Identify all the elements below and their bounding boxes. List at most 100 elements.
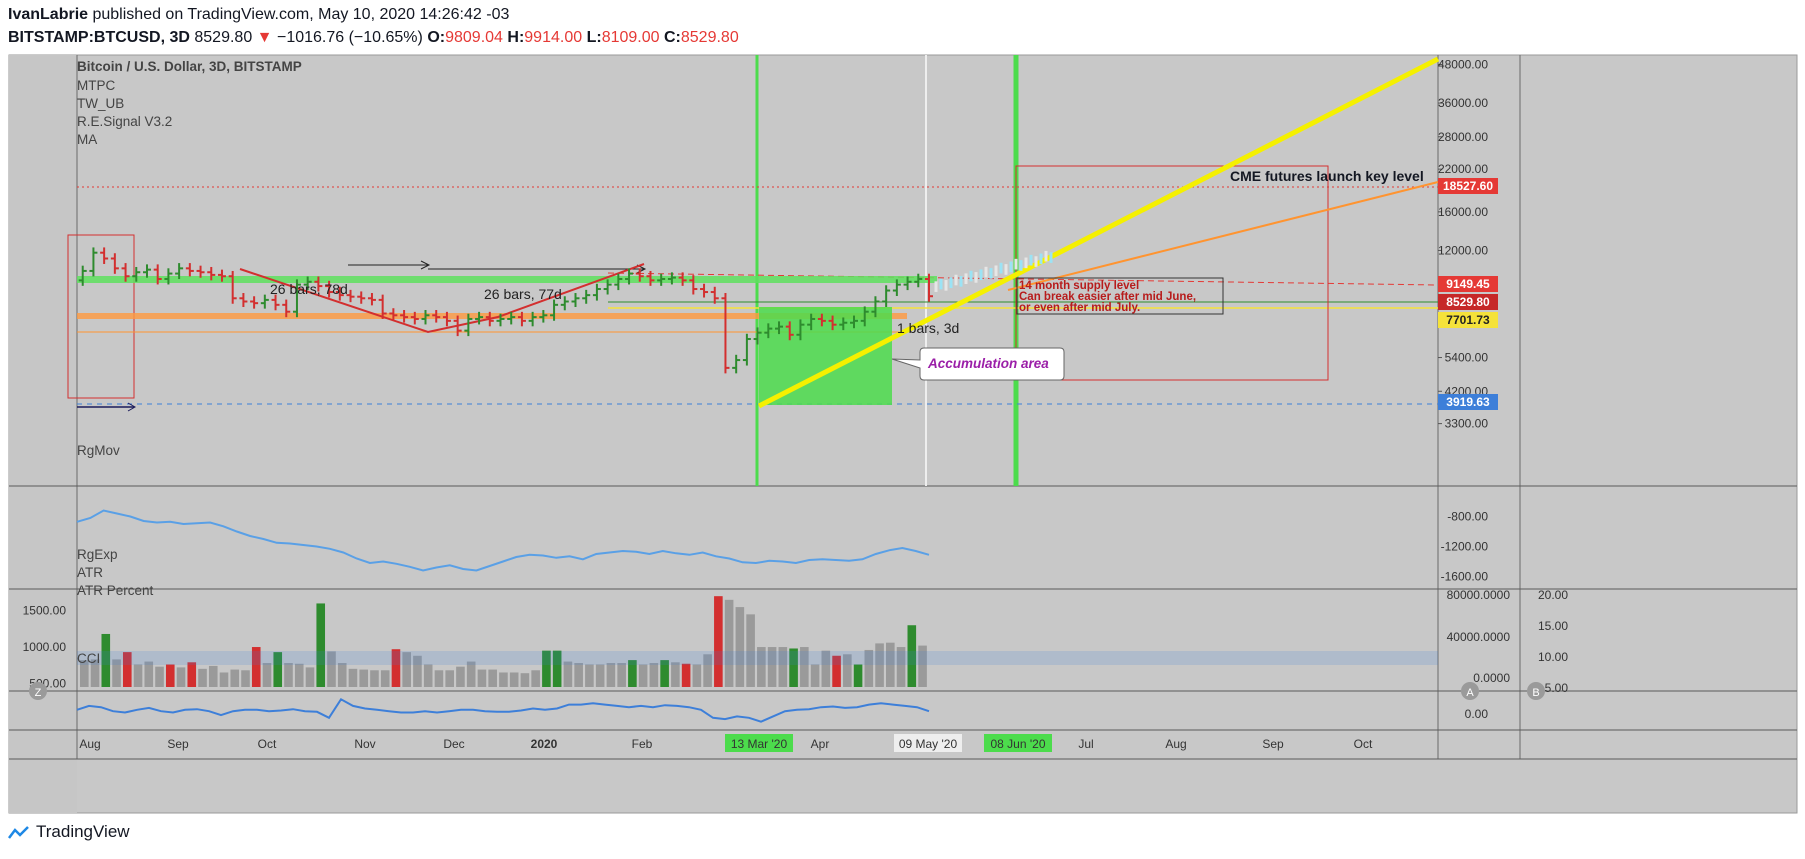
rgexp-bar — [563, 661, 573, 687]
rgexp-bar — [122, 652, 132, 687]
rgmov-axis[interactable]: -800.00 -1200.00 -1600.00 — [1441, 510, 1489, 584]
annotation-accumulation: Accumulation area — [927, 356, 1049, 371]
rgexp-bar — [90, 659, 100, 687]
rgexp-bar — [520, 673, 530, 687]
annotation-supply-2: Can break easier after mid June, — [1019, 291, 1196, 303]
rgexp-bar — [574, 663, 583, 687]
price-tick-label: 5400.00 — [1445, 351, 1489, 365]
time-tick-label: Sep — [167, 737, 189, 751]
annotation-supply-3: or even after mid July. — [1019, 302, 1140, 314]
rgexp-bar — [284, 663, 293, 687]
annotation-supply-1: 14 month supply level — [1019, 280, 1139, 292]
annotation-bars-3: 1 bars, 3d — [897, 320, 959, 336]
rgexp-bar — [208, 665, 218, 687]
price-axis[interactable]: 48000.00 36000.00 28000.00 22000.00 16000.00… — [1438, 57, 1488, 430]
annotation-bars-2: 26 bars, 77d — [484, 286, 562, 302]
rgexp-bar — [101, 633, 111, 687]
footer-brand: TradingView — [36, 822, 130, 841]
legend-title: Bitcoin / U.S. Dollar, 3D, BITSTAMP — [77, 59, 302, 74]
price-tick-label: 22000.00 — [1438, 162, 1488, 176]
price-badge-7701: 7701.73 — [1438, 312, 1498, 328]
rgexp-bar — [219, 672, 229, 687]
low-label: L: — [586, 29, 602, 46]
chart-background — [8, 54, 1798, 814]
rgexp-bar — [767, 647, 777, 687]
rgexp-bar — [380, 670, 390, 687]
rgexp-bar — [198, 668, 207, 687]
rgexp-right-tick-label: 15.00 — [1538, 619, 1568, 633]
price-badge-3919-label: 3919.63 — [1446, 395, 1490, 409]
time-tick-label: Dec — [443, 737, 464, 751]
price-tick-label: 3300.00 — [1445, 417, 1489, 431]
orange-band — [77, 313, 907, 319]
time-axis[interactable]: Aug Sep Oct Nov Dec 2020 Feb 13 Mar '20 Apr 09 Ma… — [79, 734, 1373, 752]
time-tick-label: Aug — [79, 737, 100, 751]
author-name[interactable]: IvanLabrie — [8, 6, 89, 23]
pane-label-atr: ATR — [77, 565, 103, 580]
auto-scale-a-button[interactable]: A — [1461, 682, 1479, 700]
rgexp-bar — [187, 662, 197, 687]
log-scale-b-button[interactable]: B — [1527, 682, 1545, 700]
rgexp-bar — [896, 647, 906, 687]
rgexp-bar — [918, 645, 927, 687]
rgexp-bar — [595, 664, 605, 687]
chart-area[interactable]: Bitcoin / U.S. Dollar, 3D, BITSTAMP MTPC… — [8, 54, 1798, 814]
yellow-trendline — [757, 56, 1440, 409]
time-highlight — [984, 734, 1052, 752]
rgexp-bar — [294, 663, 304, 687]
annotation-bars-1: 26 bars, 78d — [270, 281, 348, 297]
time-tick-label: Sep — [1262, 737, 1284, 751]
rgexp-bar — [327, 651, 336, 687]
price-badge-8529: 8529.80 — [1438, 294, 1498, 310]
price-tick-label: 12000.00 — [1438, 243, 1488, 257]
time-tick-label: 08 Jun '20 — [990, 737, 1045, 751]
pane-label-rgexp: RgExp — [77, 547, 118, 562]
rgexp-bar — [305, 667, 315, 687]
rgexp-histogram — [80, 596, 927, 687]
high-value: 9914.00 — [524, 29, 583, 46]
time-highlight — [894, 734, 962, 752]
time-tick-label: Nov — [354, 737, 375, 751]
rgexp-bar — [724, 599, 734, 687]
rgexp-right-tick-label: 20.00 — [1538, 588, 1568, 602]
green-band — [77, 276, 937, 283]
rgexp-bar — [337, 663, 347, 687]
rgexp-bar — [112, 659, 121, 687]
rgexp-bar — [832, 655, 841, 687]
rgexp-bar — [155, 666, 164, 687]
measured-move-path — [239, 263, 645, 334]
rgexp-bar — [692, 664, 702, 687]
rgmov-line — [76, 509, 930, 572]
change-arrow-icon: ▼ — [256, 29, 273, 46]
price-tick-label: 16000.00 — [1438, 205, 1488, 219]
rgexp-bar — [606, 663, 616, 687]
price-badge-9149-label: 9149.45 — [1446, 277, 1490, 291]
rgexp-bar — [391, 649, 401, 687]
time-tick-label: Aug — [1165, 737, 1186, 751]
footer[interactable]: TradingView — [8, 822, 130, 842]
rgexp-bar — [714, 596, 723, 687]
rgexp-bar — [262, 663, 272, 687]
rgexp-bar — [681, 663, 691, 687]
cci-axis[interactable]: 0.00 — [1465, 707, 1489, 721]
price-badge-9149: 9149.45 — [1438, 276, 1498, 292]
open-label: O: — [427, 29, 446, 46]
legend-indicator-mtpc: MTPC — [77, 78, 115, 93]
rgexp-bar — [488, 669, 497, 687]
orange-trendline — [1007, 181, 1439, 291]
supply-note-box — [1016, 277, 1224, 315]
pane-label-rgmov: RgMov — [77, 443, 120, 458]
rgmov-tick-label: -1200.00 — [1441, 540, 1489, 554]
ticker-symbol: BITSTAMP:BTCUSD, 3D — [8, 29, 190, 46]
rgexp-right-tick-label: 5.00 — [1545, 681, 1569, 695]
rgexp-bar — [144, 661, 154, 687]
time-tick-label: 09 May '20 — [899, 737, 958, 751]
rgexp-bar — [273, 652, 283, 687]
rgexp-bar — [671, 662, 680, 687]
rgexp-axis[interactable]: 1500.001000.00500.0080000.000040000.0000… — [23, 588, 1569, 695]
ticker-change: −1016.76 (−10.65%) — [276, 29, 423, 46]
rgexp-bar — [703, 654, 712, 687]
ticker-line: BITSTAMP:BTCUSD, 3D 8529.80 ▼ −1016.76 (… — [8, 29, 739, 47]
zoom-z-button[interactable]: Z — [29, 682, 47, 700]
rgexp-bar — [176, 667, 186, 687]
